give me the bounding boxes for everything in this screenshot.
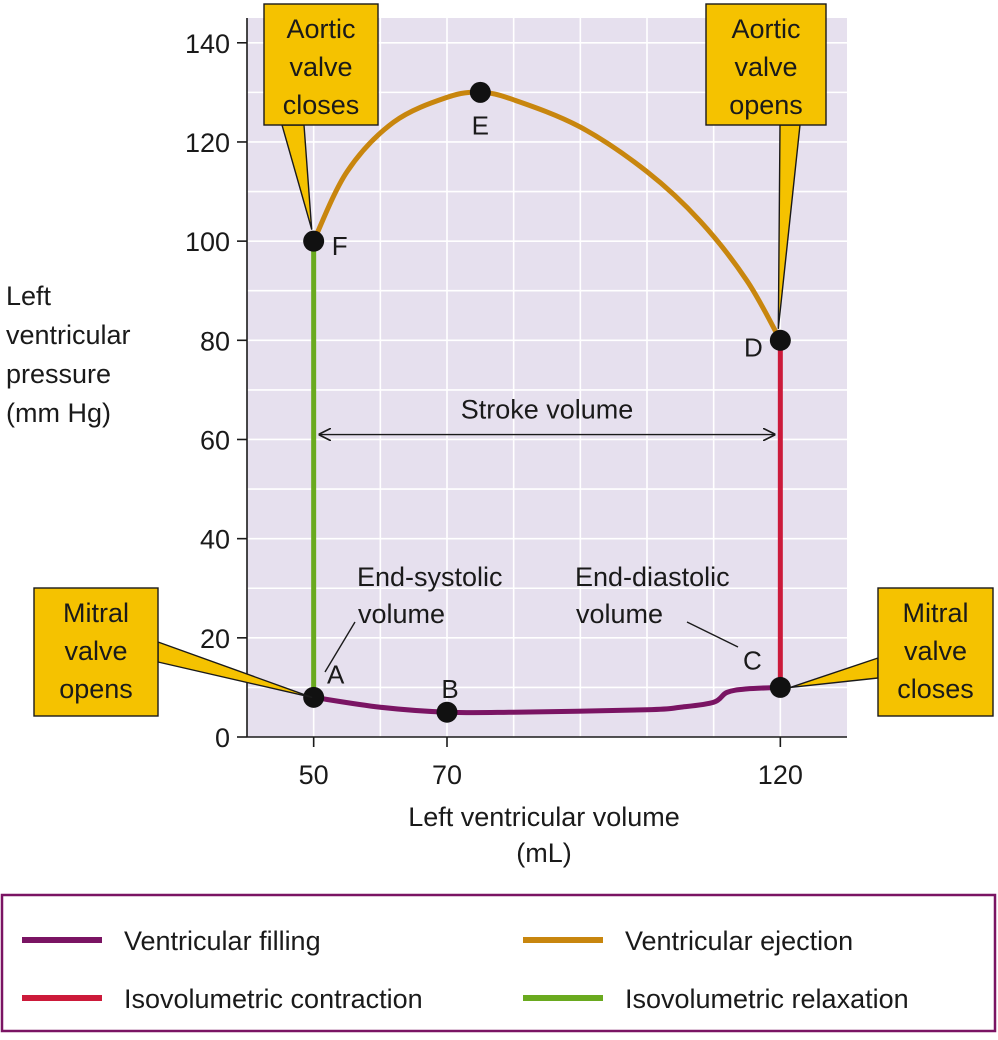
point-f [303,230,325,252]
legend-label: Isovolumetric contraction [124,984,423,1014]
callout-text: Aortic valve closes [283,14,360,120]
legend-item-ventricular-ejection: Ventricular ejection [523,926,853,956]
x-tick-label: 50 [299,760,329,790]
point-label-a: A [327,659,345,689]
callout-box-fill [707,5,825,124]
point-label-e: E [472,110,489,140]
callout-mitral-valve-closes: Mitral valve closes [789,587,994,717]
y-tick-label: 100 [185,227,230,257]
y-tick-label: 40 [200,525,230,555]
callout-box-fill [35,589,157,715]
legend-label: Ventricular filling [124,926,321,956]
annotation-leader-line [686,621,739,648]
x-tick-label: 70 [432,760,462,790]
point-label-c: C [743,645,762,675]
legend-item-isovolumetric-relaxation: Isovolumetric relaxation [523,984,909,1014]
y-axis-title: Left ventricular pressure (mm Hg) [6,281,131,428]
x-tick-label: 120 [758,760,803,790]
stroke-volume-label: Stroke volume [461,395,634,425]
callout-box-fill [879,589,992,715]
point-e [469,81,491,103]
legend-label: Ventricular ejection [625,926,853,956]
legend-item-ventricular-filling: Ventricular filling [22,926,321,956]
y-tick-label: 140 [185,29,230,59]
y-tick-label: 20 [200,624,230,654]
annotation-leader-line [324,621,356,673]
legend-item-isovolumetric-contraction: Isovolumetric contraction [22,984,423,1014]
point-c [769,676,791,698]
callout-text: Mitral valve closes [897,598,974,704]
plot-area [247,18,847,737]
legend-box [0,893,997,1033]
callout-text: Aortic valve opens [729,14,803,120]
annotation-end-systolic-volume: End-systolic volume [357,562,503,629]
point-label-f: F [332,231,348,261]
point-label-b: B [441,674,458,704]
point-d [769,329,791,351]
y-tick-label: 120 [185,128,230,158]
y-tick-label: 60 [200,425,230,455]
series-line-ventricular-filling [311,684,783,716]
x-axis-title: Left ventricular volume (mL) [408,802,680,868]
callout-mitral-valve-opens: Mitral valve opens [33,587,313,717]
callout-aortic-valve-closes: Aortic valve closes [263,3,379,230]
legend-label: Isovolumetric relaxation [625,984,909,1014]
callout-box-fill [265,5,377,124]
point-a [303,686,325,708]
point-b [436,701,458,723]
point-label-d: D [744,332,763,362]
y-tick-label: 80 [200,326,230,356]
callout-text: Mitral valve opens [59,598,133,704]
series-line-ventricular-ejection [311,89,783,343]
callout-aortic-valve-opens: Aortic valve opens [705,3,827,330]
annotation-end-diastolic-volume: End-diastolic volume [575,562,730,629]
y-tick-label: 0 [215,723,230,753]
